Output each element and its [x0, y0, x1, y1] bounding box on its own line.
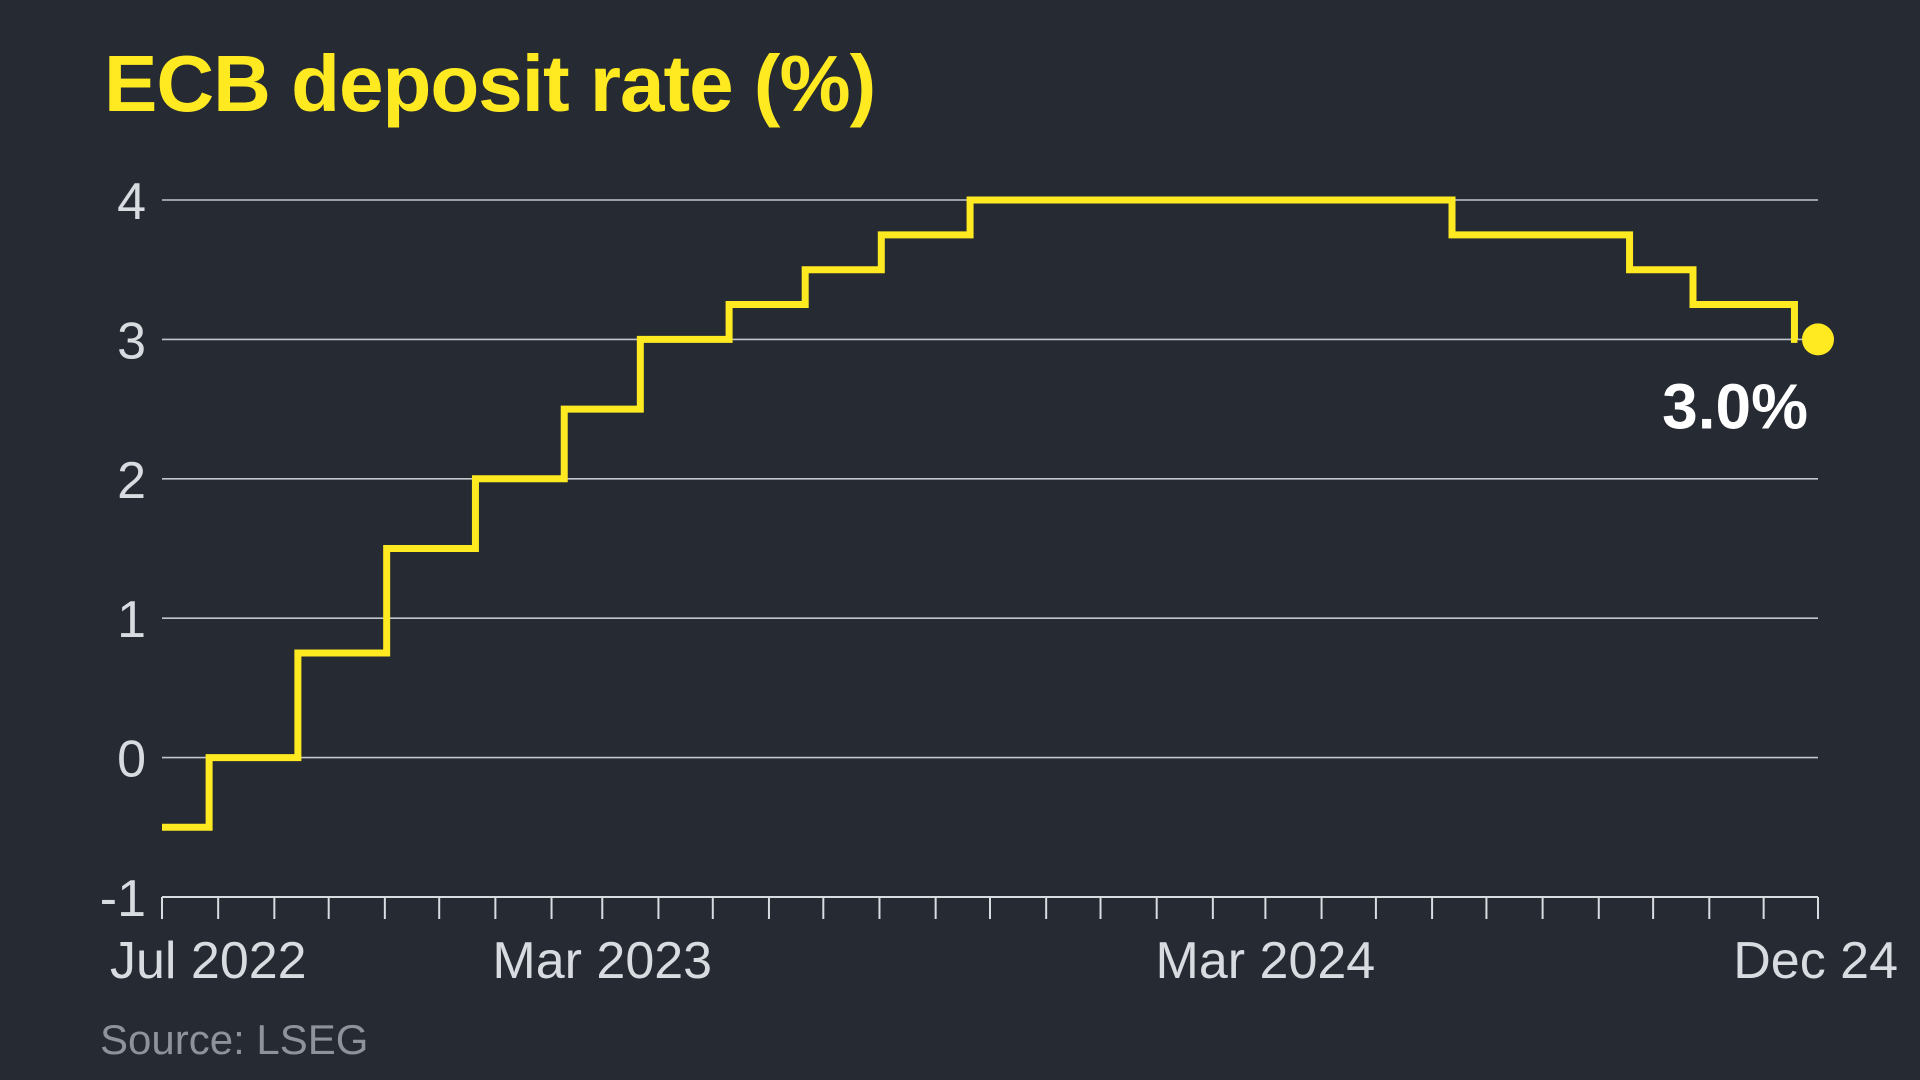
series-line-0: [162, 196, 1798, 831]
x-tick-label-mar-2023: Mar 2023: [492, 932, 712, 990]
y-tick-label--1: -1: [100, 870, 146, 928]
x-tick-label-dec-24: Dec 24: [1733, 932, 1898, 990]
y-axis-tick-labels: -1 0 1 2 3 4: [100, 173, 146, 928]
series-layer: 3.0%: [161, 196, 1834, 831]
y-tick-label-1: 1: [117, 591, 146, 649]
chart-title: ECB deposit rate (%): [104, 39, 876, 128]
end-value-label: 3.0%: [1662, 370, 1808, 442]
gridlines: [162, 199, 1818, 759]
x-tick-label-jul-2022: Jul 2022: [110, 932, 307, 990]
chart-source: Source: LSEG: [100, 1016, 369, 1063]
x-tick-label-mar-2024: Mar 2024: [1156, 932, 1376, 990]
x-axis: Jul 2022 Mar 2023 Mar 2024 Dec 24: [110, 896, 1898, 990]
y-tick-label-2: 2: [117, 452, 146, 510]
y-tick-label-0: 0: [117, 731, 146, 789]
end-point-marker: [1802, 323, 1834, 356]
y-tick-label-3: 3: [117, 312, 146, 370]
y-tick-label-4: 4: [117, 173, 146, 231]
